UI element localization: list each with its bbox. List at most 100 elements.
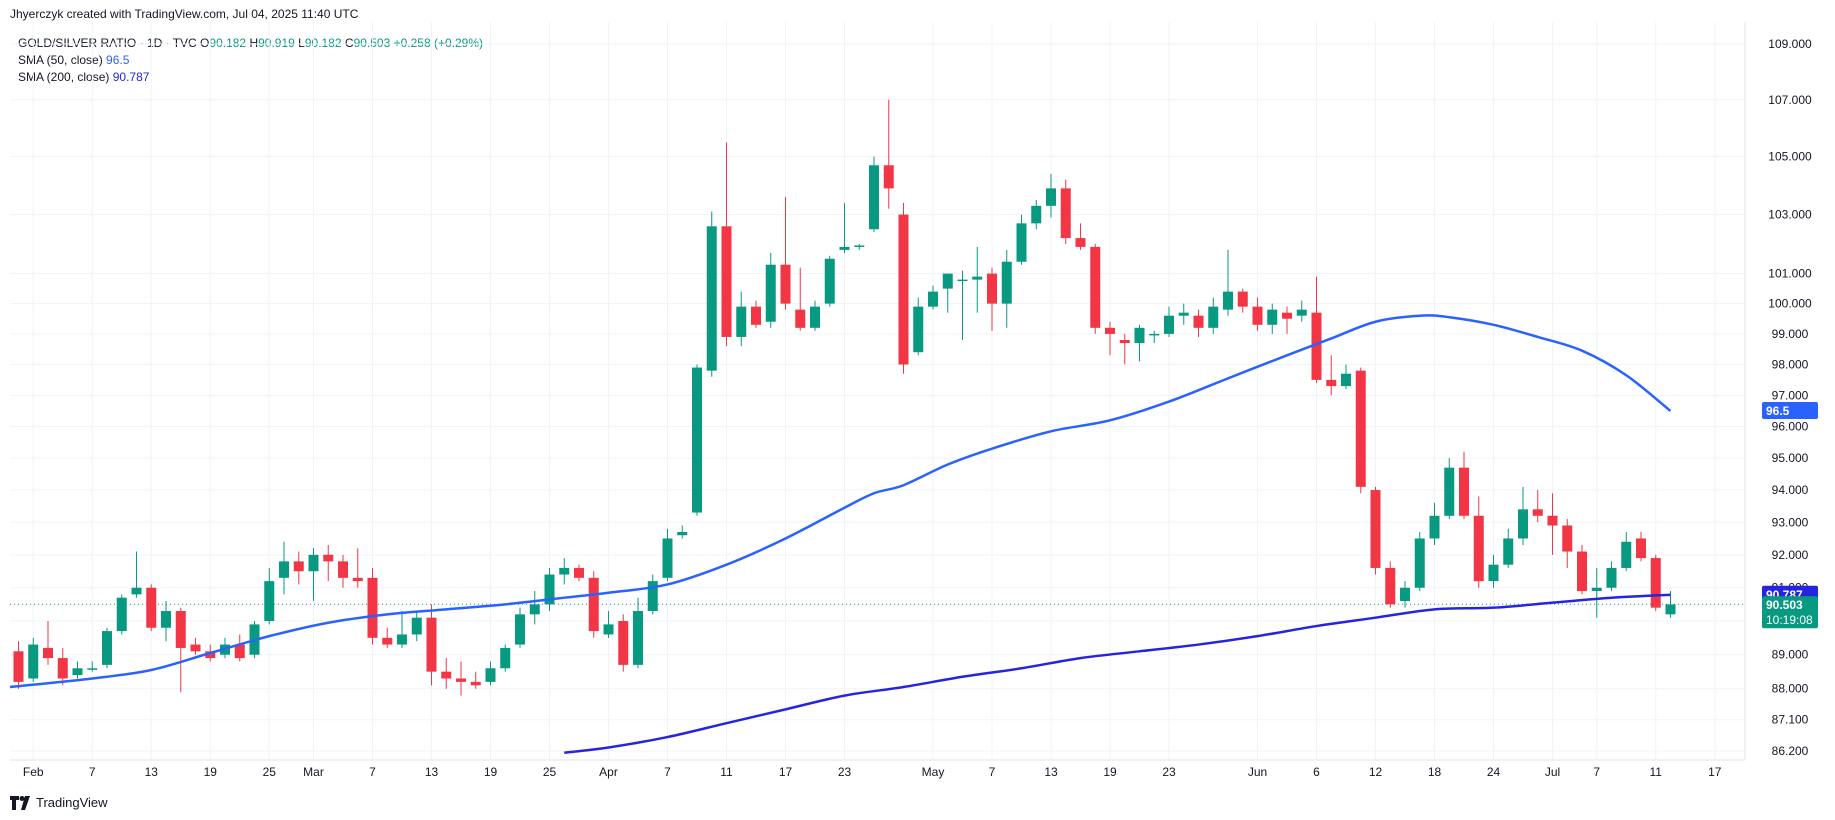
candle-body: [1488, 564, 1499, 582]
symbol-label[interactable]: GOLD/SILVER RATIO · 1D · TVC: [18, 36, 197, 50]
time-tick-label: 7: [664, 765, 671, 779]
sma50-price-tag-bg: [1762, 401, 1818, 419]
candle: [736, 291, 747, 347]
price-chart[interactable]: 86.20087.10088.00089.00090.00091.00092.0…: [0, 0, 1835, 790]
candle: [1311, 276, 1322, 383]
candle: [751, 300, 761, 328]
candle: [618, 614, 629, 672]
candle-body: [869, 165, 879, 230]
candle: [824, 255, 835, 307]
price-tick-label: 96.000: [1772, 420, 1809, 434]
sma50-value: 96.5: [106, 53, 130, 67]
candle: [662, 528, 673, 582]
candle: [500, 644, 511, 672]
price-tick-label: 89.000: [1772, 648, 1809, 662]
price-tick-label: 100.000: [1768, 297, 1812, 311]
sma50-label: SMA (50, close): [18, 53, 103, 67]
candle: [367, 567, 378, 645]
price-tick-label: 94.000: [1772, 483, 1809, 497]
candle-body: [146, 587, 157, 628]
candle: [1060, 179, 1071, 244]
candle-body: [1090, 246, 1101, 328]
candle: [1532, 490, 1543, 523]
candle: [1031, 199, 1042, 230]
candle: [588, 571, 599, 638]
candle-body: [43, 647, 53, 659]
candle-body: [1370, 490, 1381, 568]
candle: [426, 604, 437, 686]
candle: [1164, 306, 1174, 337]
candle: [765, 252, 776, 328]
candle-body: [824, 258, 835, 304]
attribution-text: Jhyerczyk created with TradingView.com, …: [10, 7, 359, 21]
candle-body: [1326, 379, 1337, 387]
candle-body: [515, 614, 525, 645]
candle: [1016, 214, 1027, 265]
time-axis[interactable]: Feb 7 13 19 25 Mar 7 13 19 25 Apr 7 11 17 23 May 7 13 19 23…: [10, 759, 1745, 779]
candle: [1178, 303, 1189, 325]
open-value: 90.182: [209, 36, 247, 50]
candle: [972, 246, 983, 313]
candle: [1473, 496, 1484, 588]
tradingview-logo[interactable]: TradingView: [10, 795, 108, 810]
candle-body: [1341, 373, 1351, 387]
candle: [485, 661, 496, 686]
candle: [234, 634, 245, 662]
candle-body: [131, 587, 142, 595]
time-tick-label: May: [922, 765, 945, 779]
candle: [1282, 306, 1292, 334]
candle-body: [308, 554, 319, 572]
candle: [1090, 243, 1101, 334]
candle: [574, 564, 584, 582]
candle-body: [1296, 309, 1307, 316]
time-tick-label: 13: [145, 765, 159, 779]
candle: [1296, 300, 1307, 322]
candle-body: [1547, 515, 1558, 526]
price-axis[interactable]: 86.20087.10088.00089.00090.00091.00092.0…: [1744, 22, 1812, 760]
candle: [854, 243, 865, 250]
candle-body: [1105, 327, 1115, 334]
candle-body: [1282, 312, 1292, 319]
candle: [1193, 309, 1204, 337]
legend-sma200-row[interactable]: SMA (200, close) 90.787: [18, 69, 483, 86]
price-tick-label: 101.000: [1768, 267, 1812, 281]
candle-body: [57, 658, 68, 679]
candle-body: [1473, 515, 1484, 582]
price-tick-label: 98.000: [1772, 357, 1809, 371]
candle-body: [470, 681, 481, 686]
candle: [470, 671, 481, 689]
candle: [677, 525, 688, 539]
candle: [529, 591, 540, 625]
candle-body: [1237, 291, 1248, 307]
candle: [190, 637, 201, 655]
low-label: L: [298, 36, 305, 50]
candle-body: [706, 226, 717, 371]
candle-body: [175, 611, 186, 648]
candle-body: [529, 604, 540, 615]
candle: [1237, 288, 1248, 313]
price-tick-label: 97.000: [1772, 388, 1809, 402]
candle-body: [500, 647, 511, 669]
candle-body: [205, 651, 216, 659]
candle: [116, 594, 127, 635]
legend-sma50-row[interactable]: SMA (50, close) 96.5: [18, 52, 483, 69]
time-tick-label: 12: [1369, 765, 1383, 779]
candle-body: [1577, 551, 1587, 592]
candle-body: [957, 279, 968, 282]
candle-body: [780, 264, 791, 304]
candle: [411, 611, 422, 642]
price-tick-label: 88.000: [1772, 682, 1809, 696]
candle: [102, 627, 112, 669]
tradingview-brand: TradingView: [36, 795, 108, 810]
sma200-label: SMA (200, close): [18, 70, 110, 84]
candle: [1429, 502, 1440, 546]
candle-body: [1252, 306, 1263, 325]
candle-body: [1193, 315, 1204, 328]
time-tick-label: Mar: [303, 765, 324, 779]
sma200-value: 90.787: [112, 70, 150, 84]
legend-ohlc-row: GOLD/SILVER RATIO · 1D · TVC O90.182 H90…: [18, 35, 483, 52]
candle: [43, 621, 53, 665]
change-value: +0.258 (+0.29%): [393, 36, 484, 50]
price-tick-label: 103.000: [1768, 208, 1812, 222]
candle: [308, 548, 319, 602]
